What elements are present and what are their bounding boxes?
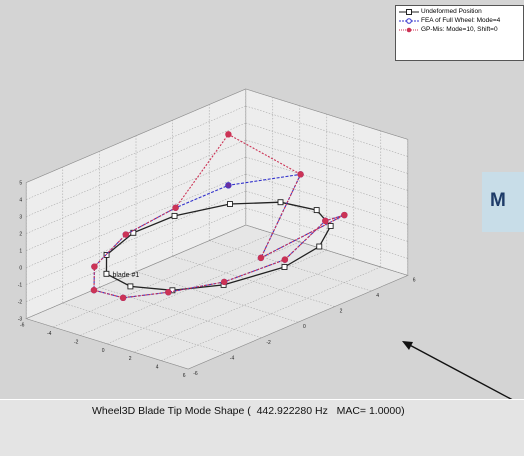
gp-mis-series-point — [119, 294, 127, 301]
gridline — [135, 271, 299, 323]
plot-caption: Wheel3D Blade Tip Mode Shape ( 442.92228… — [92, 405, 405, 417]
gridlines — [25, 88, 409, 370]
caption-divider — [0, 399, 524, 400]
gridline — [172, 255, 335, 307]
gp-mis-series-point — [225, 131, 232, 138]
y-tick-label: -4 — [230, 355, 235, 361]
annotation-layer: blade #1 — [112, 272, 139, 279]
z-tick-label: 4 — [19, 198, 22, 204]
gridline — [62, 302, 225, 354]
y-tick-label: 6 — [413, 277, 416, 283]
x-tick-label: -6 — [20, 323, 25, 329]
gp-mis-series-point — [341, 211, 348, 219]
gp-mis-series-point — [91, 263, 98, 270]
legend-item-undeformed: Undeformed Position — [399, 7, 523, 16]
gridline — [26, 105, 246, 200]
gp-mis-series-point — [221, 278, 228, 286]
z-tick-label: 1 — [19, 249, 22, 255]
side-label-box: M — [482, 172, 524, 232]
legend-dot-marker-icon — [399, 27, 419, 32]
y-tick-label: 2 — [340, 309, 343, 315]
z-tick-label: -2 — [18, 300, 23, 306]
gridline — [209, 240, 372, 292]
undeformed-series-point — [171, 212, 178, 219]
legend-item-gp-mis: GP-Mis: Mode=10, Shift=0 — [399, 25, 523, 34]
annotation-arrowhead — [402, 341, 413, 350]
legend-label: FEA of Full Wheel: Mode=4 — [421, 17, 501, 24]
legend-label: GP-Mis: Mode=10, Shift=0 — [421, 26, 498, 33]
gp-mis-series-line — [93, 133, 345, 299]
gp-mis-series-point — [281, 256, 289, 263]
gp-mis-series-point — [297, 171, 304, 178]
undeformed-series-point — [127, 283, 134, 290]
fea-series-point — [225, 182, 232, 189]
gridline — [188, 275, 408, 370]
z-tick-label: -3 — [18, 317, 23, 323]
series-layer — [90, 131, 348, 301]
x-tick-label: -4 — [47, 331, 52, 337]
tick-labels: 5 4 3 2 1 0 -1 -2 -3 6 4 2 0 -2 -4 -6 -6 -4 -2 0 2 4 6 — [18, 181, 416, 379]
z-tick-label: -1 — [18, 283, 23, 289]
x-tick-label: 0 — [102, 348, 105, 354]
undeformed-series-point — [227, 201, 233, 207]
gp-mis-series-point — [165, 289, 172, 296]
chart-3d-axes: 5 4 3 2 1 0 -1 -2 -3 6 4 2 0 -2 -4 -6 -6 -4 -2 0 2 4 6 blade #… — [18, 88, 515, 400]
legend: Undeformed Position FEA of Full Wheel: M… — [395, 5, 524, 61]
gridline — [26, 207, 246, 302]
y-tick-label: -2 — [266, 340, 271, 346]
legend-item-fea: FEA of Full Wheel: Mode=4 — [399, 16, 523, 25]
gridline — [26, 318, 189, 370]
gridline — [99, 287, 262, 339]
gp-mis-series-point — [322, 217, 329, 225]
undeformed-series-point — [327, 223, 334, 229]
legend-label: Undeformed Position — [421, 8, 482, 15]
legend-square-marker-icon — [399, 8, 419, 15]
x-tick-label: 6 — [183, 373, 186, 379]
z-tick-label: 0 — [19, 266, 22, 272]
x-tick-label: 4 — [156, 365, 159, 371]
plot-area: 5 4 3 2 1 0 -1 -2 -3 6 4 2 0 -2 -4 -6 -6 -4 -2 0 2 4 6 blade #… — [17, 5, 524, 400]
y-tick-label: 4 — [376, 293, 379, 299]
gp-mis-series-point — [257, 254, 265, 262]
side-label: M — [490, 190, 506, 211]
undeformed-series-point — [316, 243, 323, 250]
undeformed-series-point — [281, 264, 288, 270]
y-tick-label: 0 — [303, 324, 306, 330]
caption-bar — [0, 400, 524, 456]
gp-mis-series-point — [90, 286, 98, 294]
axes-walls — [25, 88, 409, 370]
gp-mis-series-point — [122, 231, 130, 238]
annotation-blade-label: blade #1 — [112, 272, 139, 279]
legend-circle-marker-icon — [399, 17, 419, 24]
z-tick-label: 5 — [19, 181, 22, 187]
z-tick-label: 2 — [19, 232, 22, 238]
gridline — [245, 105, 408, 157]
z-tick-label: 3 — [19, 215, 22, 221]
y-tick-label: -6 — [193, 371, 198, 377]
x-tick-label: -2 — [74, 339, 79, 345]
gp-mis-series-point — [172, 204, 179, 211]
annotation-arrow-line — [403, 341, 515, 400]
undeformed-series-point — [313, 207, 320, 214]
gridline — [134, 258, 354, 353]
undeformed-series-point — [103, 270, 110, 277]
undeformed-series-point — [277, 199, 284, 206]
gridline — [245, 156, 408, 208]
x-tick-label: 2 — [129, 356, 132, 362]
gridline — [26, 156, 246, 251]
